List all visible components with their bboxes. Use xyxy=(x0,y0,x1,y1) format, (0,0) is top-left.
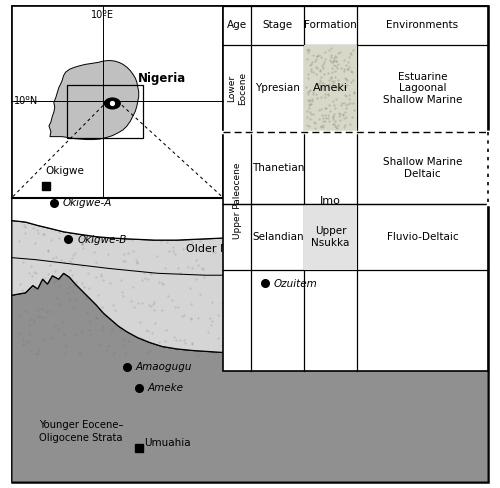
Text: Estuarine
Lagoonal
Shallow Marine: Estuarine Lagoonal Shallow Marine xyxy=(383,72,462,105)
Text: Lower
Eocene: Lower Eocene xyxy=(228,72,247,105)
Text: Age: Age xyxy=(227,20,248,30)
Text: Shallow Marine
Deltaic: Shallow Marine Deltaic xyxy=(383,157,462,179)
Text: Fluvio-Deltaic: Fluvio-Deltaic xyxy=(386,232,458,242)
Text: Formation: Formation xyxy=(304,20,357,30)
Text: Okigwe: Okigwe xyxy=(45,166,84,176)
Polygon shape xyxy=(12,198,488,242)
Bar xyxy=(304,45,357,132)
Text: Upper Paleocene: Upper Paleocene xyxy=(233,163,242,239)
Text: Older Maastrichtian Strata: Older Maastrichtian Strata xyxy=(186,244,334,254)
Text: Thanetian: Thanetian xyxy=(252,163,304,173)
Polygon shape xyxy=(49,61,138,140)
Text: Okigwe-A: Okigwe-A xyxy=(62,199,112,208)
Bar xyxy=(67,85,142,138)
Text: Selandian: Selandian xyxy=(252,232,304,242)
Text: Ozuitem: Ozuitem xyxy=(274,279,317,288)
Text: Imo: Imo xyxy=(320,196,341,206)
Text: 10ºE: 10ºE xyxy=(91,10,114,20)
Text: Amaogugu: Amaogugu xyxy=(136,363,192,372)
Text: 10ºN: 10ºN xyxy=(14,96,38,106)
Text: Environments: Environments xyxy=(386,20,458,30)
Polygon shape xyxy=(12,273,488,482)
Text: Stage: Stage xyxy=(263,20,293,30)
Text: Ameke: Ameke xyxy=(148,384,184,393)
Bar xyxy=(304,204,357,270)
Text: Umuahia: Umuahia xyxy=(144,439,191,448)
Bar xyxy=(223,6,488,371)
Bar xyxy=(12,6,223,198)
Text: Nigeria: Nigeria xyxy=(138,72,186,84)
Text: Ameki: Ameki xyxy=(313,83,348,93)
Polygon shape xyxy=(12,221,488,352)
Ellipse shape xyxy=(104,98,120,109)
Text: Ypresian: Ypresian xyxy=(256,83,300,93)
Text: Younger Eocene–
Oligocene Strata: Younger Eocene– Oligocene Strata xyxy=(39,420,123,444)
Text: Upper
Nsukka: Upper Nsukka xyxy=(312,226,350,248)
Text: Okigwe-B: Okigwe-B xyxy=(77,235,126,244)
Bar xyxy=(12,198,488,482)
